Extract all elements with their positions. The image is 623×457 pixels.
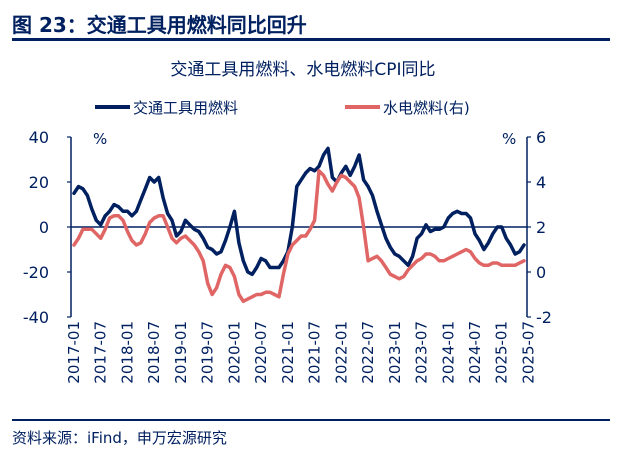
x-tick-label: 2019-01 bbox=[172, 321, 190, 384]
footer-divider bbox=[12, 419, 610, 421]
x-tick-label: 2023-07 bbox=[413, 321, 431, 384]
x-tick-label: 2022-01 bbox=[332, 321, 350, 384]
y-left-ticks: 40 20 0 -20 -40 bbox=[23, 128, 71, 327]
legend: 交通工具用燃料 水电燃料(右) bbox=[95, 99, 470, 117]
y-right-tick-label: 0 bbox=[536, 263, 546, 282]
figure-header: 图 23：交通工具用燃料同比回升 bbox=[12, 8, 610, 41]
x-tick-label: 2024-01 bbox=[439, 321, 457, 384]
y-right-tick-label: -2 bbox=[536, 308, 552, 327]
x-tick-label: 2024-07 bbox=[466, 321, 484, 384]
y-left-tick-label: 0 bbox=[39, 218, 49, 237]
y-left-tick-label: -20 bbox=[23, 263, 49, 282]
x-tick-label: 2021-01 bbox=[279, 321, 297, 384]
x-tick-label: 2019-07 bbox=[199, 321, 217, 384]
x-ticks: 2017-01 2017-07 2018-01 2018-07 2019-01 2019-… bbox=[65, 321, 537, 384]
y-right-unit: % bbox=[502, 130, 516, 148]
legend-label-series-1: 交通工具用燃料 bbox=[133, 99, 238, 117]
x-tick-label: 2021-07 bbox=[306, 321, 324, 384]
y-right-tick-label: 2 bbox=[536, 218, 546, 237]
x-tick-label: 2017-07 bbox=[92, 321, 110, 384]
x-tick-label: 2020-01 bbox=[225, 321, 243, 384]
x-tick-label: 2023-01 bbox=[386, 321, 404, 384]
y-left-tick-label: -40 bbox=[23, 308, 49, 327]
y-left-tick-label: 40 bbox=[29, 128, 49, 147]
figure-title: 图 23：交通工具用燃料同比回升 bbox=[12, 13, 307, 37]
y-left-unit: % bbox=[93, 130, 107, 148]
series-line-2 bbox=[72, 169, 526, 304]
x-tick-label: 2018-07 bbox=[145, 321, 163, 384]
legend-label-series-2: 水电燃料(右) bbox=[383, 99, 470, 117]
x-tick-label: 2025-01 bbox=[493, 321, 511, 384]
y-right-ticks: 6 4 2 0 -2 bbox=[527, 128, 552, 327]
y-right-tick-label: 4 bbox=[536, 173, 546, 192]
series-layer bbox=[72, 146, 526, 304]
x-tick-label: 2017-01 bbox=[65, 321, 83, 384]
y-left-tick-label: 20 bbox=[29, 173, 49, 192]
figure-source: 资料来源：iFind，申万宏源研究 bbox=[12, 429, 227, 447]
x-tick-label: 2018-01 bbox=[118, 321, 136, 384]
chart-title: 交通工具用燃料、水电燃料CPI同比 bbox=[170, 60, 435, 80]
x-tick-label: 2020-07 bbox=[252, 321, 270, 384]
y-right-tick-label: 6 bbox=[536, 128, 546, 147]
series-line-1 bbox=[72, 146, 526, 277]
x-tick-label: 2025-07 bbox=[519, 321, 537, 384]
x-tick-label: 2022-07 bbox=[359, 321, 377, 384]
